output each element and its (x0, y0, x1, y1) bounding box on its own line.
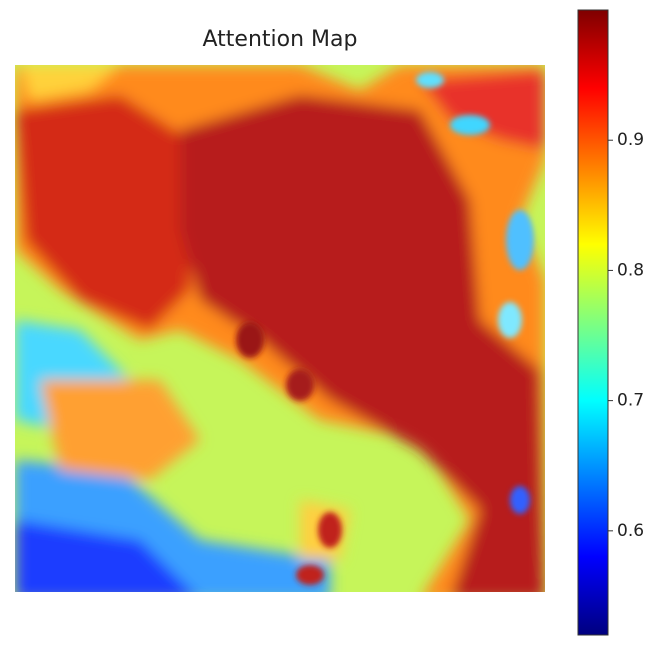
colorbar-scale (578, 10, 608, 635)
attention-image (15, 65, 545, 600)
colorbar-tick-label: 0.6 (617, 521, 644, 541)
chart: Attention Map 0.6 0.7 0.8 0.9 (0, 0, 667, 647)
colorbar: 0.6 0.7 0.8 0.9 (578, 10, 644, 635)
colorbar-tick-label: 0.8 (617, 260, 644, 280)
colorbar-tick-label: 0.7 (617, 391, 644, 411)
chart-title: Attention Map (203, 27, 358, 52)
colorbar-tick-label: 0.9 (617, 130, 644, 150)
